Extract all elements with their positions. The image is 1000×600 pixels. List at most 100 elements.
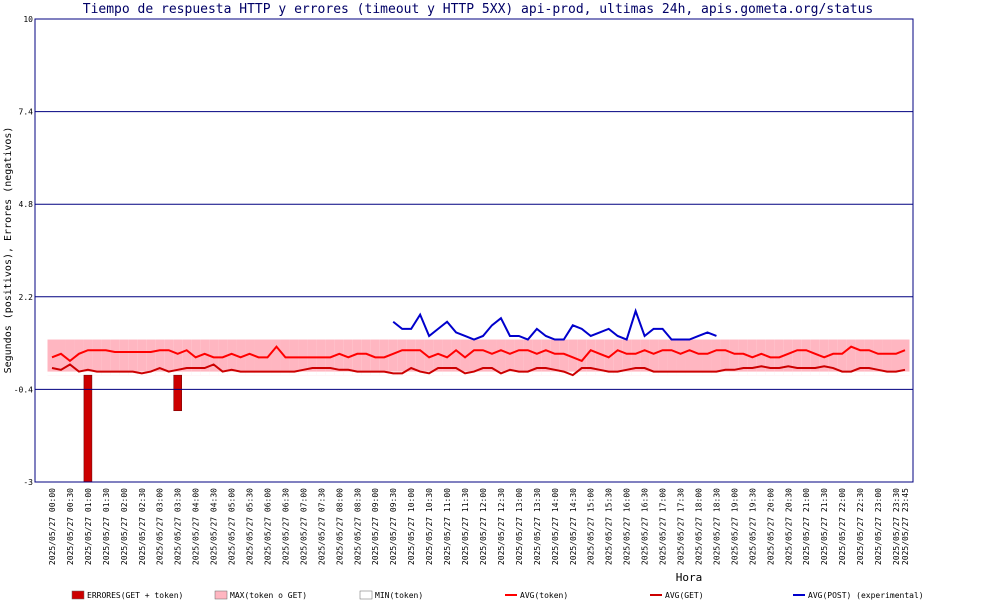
area-cell: [433, 339, 443, 376]
x-tick-label: 2025/05/27 21:00: [802, 488, 811, 565]
y-tick-label: -3: [23, 478, 33, 487]
x-tick-label: 2025/05/27 01:30: [102, 488, 111, 565]
area-cell: [846, 339, 856, 376]
area-cell: [343, 371, 353, 376]
area-cell: [271, 339, 281, 376]
area-cell: [532, 339, 542, 376]
legend-label: AVG(GET): [665, 591, 704, 600]
area-cell: [83, 371, 93, 376]
area-cell: [828, 339, 838, 376]
y-tick-label: 7.4: [19, 108, 34, 117]
area-cell: [209, 371, 219, 376]
area-cell: [622, 371, 632, 376]
legend-label: MAX(token o GET): [230, 591, 307, 600]
area-cell: [720, 371, 730, 376]
area-cell: [729, 371, 739, 376]
area-cell: [119, 371, 129, 376]
area-cell: [173, 339, 183, 376]
x-tick-label: 2025/05/27 07:30: [317, 488, 326, 565]
x-tick-label: 2025/05/27 22:00: [838, 488, 847, 565]
area-cell: [415, 371, 425, 376]
area-cell: [747, 371, 757, 376]
area-cell: [164, 371, 174, 376]
area-cell: [532, 371, 542, 376]
area-cell: [110, 339, 120, 376]
area-cell: [200, 371, 210, 376]
area-cell: [442, 371, 452, 376]
area-cell: [298, 371, 308, 376]
area-cell: [514, 371, 524, 376]
plot-frame: [34, 18, 914, 483]
area-cell: [873, 339, 883, 376]
area-cell: [676, 339, 686, 376]
area-cell: [469, 371, 479, 376]
x-tick-label: 2025/05/27 18:00: [694, 488, 703, 565]
area-cell: [891, 339, 901, 376]
area-cell: [711, 339, 721, 376]
area-cell: [74, 339, 84, 376]
area-cell: [819, 371, 829, 376]
area-cell: [550, 371, 560, 376]
area-cell: [685, 339, 694, 376]
x-tick-label: 2025/05/27 10:30: [425, 488, 434, 565]
area-cell: [433, 371, 443, 376]
area-cell: [577, 339, 587, 376]
area-cell: [900, 371, 910, 376]
area-cell: [406, 371, 416, 376]
area-cell: [846, 371, 856, 376]
area-cell: [361, 371, 371, 376]
area-cell: [415, 339, 425, 376]
area-cell: [658, 339, 668, 376]
area-cell: [622, 339, 632, 376]
area-cell: [828, 371, 838, 376]
area-cell: [263, 371, 272, 376]
area-cell: [227, 371, 237, 376]
area-cell: [325, 371, 335, 376]
legend-label: AVG(token): [520, 591, 568, 600]
area-cell: [182, 371, 192, 376]
area-cell: [119, 339, 129, 376]
area-cell: [631, 339, 641, 376]
area-cell: [523, 371, 533, 376]
area-cell: [164, 339, 174, 376]
area-cell: [738, 339, 748, 376]
area-cell: [649, 371, 659, 376]
area-cell: [873, 371, 883, 376]
area-cell: [451, 371, 461, 376]
area-cell: [487, 339, 497, 376]
x-tick-label: 2025/05/27 17:00: [659, 488, 668, 565]
area-cell: [334, 371, 344, 376]
area-cell: [837, 371, 847, 376]
area-cell: [92, 371, 102, 376]
x-tick-label: 2025/05/27 09:00: [371, 488, 380, 565]
area-cell: [146, 371, 156, 376]
area-cell: [110, 371, 120, 376]
area-cell: [613, 339, 623, 376]
area-cell: [882, 371, 892, 376]
area-cell: [289, 371, 299, 376]
x-tick-label: 2025/05/27 00:00: [48, 488, 57, 565]
area-cell: [855, 339, 865, 376]
legend-swatch: [214, 590, 228, 600]
area-cell: [370, 371, 380, 376]
area-cell: [56, 371, 66, 376]
area-cell: [756, 339, 766, 376]
area-cell: [756, 371, 766, 376]
area-cell: [667, 339, 677, 376]
x-tick-label: 2025/05/27 19:00: [730, 488, 739, 565]
y-axis-title: Segundos (positivos), Errores (negativos…: [3, 127, 14, 374]
area-cell: [155, 371, 165, 376]
area-cell: [586, 339, 596, 376]
area-cell: [810, 339, 820, 376]
x-tick-label: 2025/05/27 08:30: [353, 488, 362, 565]
x-tick-label: 2025/05/27 16:00: [623, 488, 632, 565]
area-cell: [900, 339, 910, 376]
area-cell: [56, 339, 66, 376]
y-tick-label: 4.8: [19, 200, 34, 209]
x-tick-label: 2025/05/27 10:00: [407, 488, 416, 565]
area-cell: [801, 371, 811, 376]
area-cell: [469, 339, 479, 376]
area-cell: [514, 339, 524, 376]
legend-swatch: [71, 590, 85, 600]
